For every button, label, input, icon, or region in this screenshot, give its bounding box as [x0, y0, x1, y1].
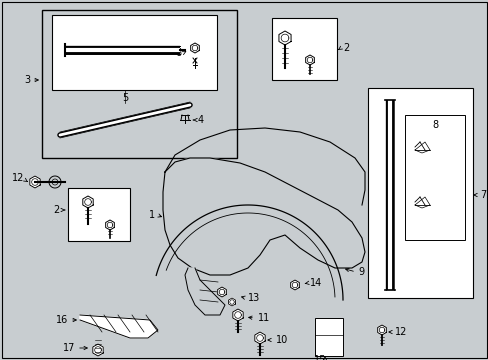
Bar	[68, 188, 130, 241]
Polygon shape	[278, 31, 290, 45]
Text: 4: 4	[198, 115, 203, 125]
Text: 12: 12	[12, 173, 24, 183]
Polygon shape	[414, 142, 429, 153]
Polygon shape	[414, 197, 429, 208]
Text: 6: 6	[175, 48, 181, 58]
Bar	[367, 88, 472, 298]
Bar	[42, 10, 237, 158]
Polygon shape	[80, 315, 158, 338]
Polygon shape	[82, 196, 93, 208]
Text: 16: 16	[56, 315, 68, 325]
Text: 17: 17	[62, 343, 75, 353]
Bar	[52, 15, 217, 90]
Text: 9: 9	[357, 267, 364, 277]
Polygon shape	[30, 176, 40, 188]
Text: 2: 2	[342, 43, 348, 53]
Text: 5: 5	[122, 93, 128, 103]
Text: 1: 1	[148, 210, 155, 220]
Polygon shape	[228, 298, 235, 306]
Text: 7: 7	[479, 190, 485, 200]
Text: 12: 12	[394, 327, 407, 337]
Polygon shape	[190, 43, 199, 53]
Text: 11: 11	[258, 313, 270, 323]
Polygon shape	[93, 344, 103, 356]
Bar	[271, 18, 336, 80]
Text: 3: 3	[24, 75, 30, 85]
Text: 15: 15	[313, 355, 325, 360]
Text: 8: 8	[431, 120, 437, 130]
Polygon shape	[254, 332, 264, 344]
Polygon shape	[377, 325, 386, 335]
Text: 14: 14	[309, 278, 322, 288]
Bar	[314, 318, 342, 356]
Polygon shape	[163, 158, 364, 275]
Text: 2: 2	[54, 205, 60, 215]
Polygon shape	[217, 287, 226, 297]
Text: 10: 10	[275, 335, 287, 345]
Polygon shape	[184, 268, 224, 315]
Polygon shape	[305, 55, 314, 65]
Bar	[404, 115, 464, 240]
Polygon shape	[290, 280, 299, 290]
Polygon shape	[105, 220, 114, 230]
Polygon shape	[232, 309, 243, 321]
Text: 13: 13	[247, 293, 260, 303]
